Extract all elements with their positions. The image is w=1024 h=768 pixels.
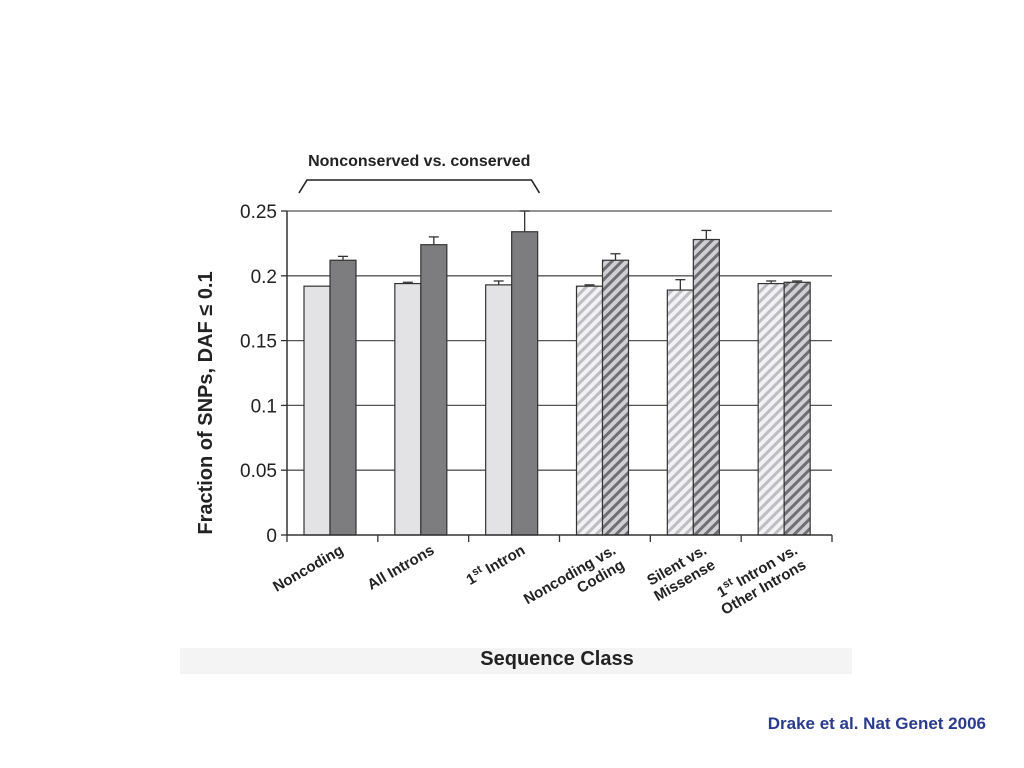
category-label-run: Intron <box>479 542 528 580</box>
bracket <box>298 179 541 194</box>
citation: Drake et al. Nat Genet 2006 <box>767 714 986 733</box>
bar <box>394 282 422 536</box>
bar <box>757 282 785 536</box>
bar <box>575 285 604 536</box>
bar <box>601 259 630 536</box>
y-tick-label: 0.05 <box>240 461 277 482</box>
x-axis-title: Sequence Class <box>480 648 633 670</box>
category-label-line: 1st Intron <box>462 540 528 589</box>
bar <box>485 284 513 536</box>
category-label-line: Noncoding <box>270 542 346 596</box>
bars <box>303 210 811 536</box>
bar <box>511 231 539 536</box>
bar <box>420 244 448 536</box>
y-tick-label: 0.15 <box>240 332 277 353</box>
category-label: Noncoding vs.Coding <box>521 542 627 623</box>
category-label: All Introns <box>365 542 438 594</box>
category-label: 1st Intron <box>462 540 528 589</box>
y-tick-label: 0.25 <box>240 202 277 223</box>
bar <box>329 259 357 536</box>
y-tick-label: 0 <box>266 526 277 547</box>
category-label-run: All Introns <box>365 542 438 594</box>
y-axis-title: Fraction of SNPs, DAF ≤ 0.1 <box>195 271 217 534</box>
figure-bottom-band <box>180 648 852 674</box>
bar <box>692 238 720 536</box>
bar <box>783 281 811 536</box>
bar <box>666 289 694 536</box>
category-label: 1st Intron vs.Other Introns <box>709 540 809 619</box>
grid-lines <box>287 210 832 471</box>
category-label-line: All Introns <box>365 542 438 594</box>
y-tick-label: 0.2 <box>251 267 277 288</box>
bracket-label: Nonconserved vs. conserved <box>308 153 530 170</box>
axes <box>281 179 833 542</box>
y-tick-label: 0.1 <box>251 396 277 417</box>
category-label: Noncoding <box>270 542 346 596</box>
category-label: Silent vs.Missense <box>643 542 718 605</box>
bar <box>303 285 331 536</box>
category-label-run: Noncoding <box>270 542 346 596</box>
